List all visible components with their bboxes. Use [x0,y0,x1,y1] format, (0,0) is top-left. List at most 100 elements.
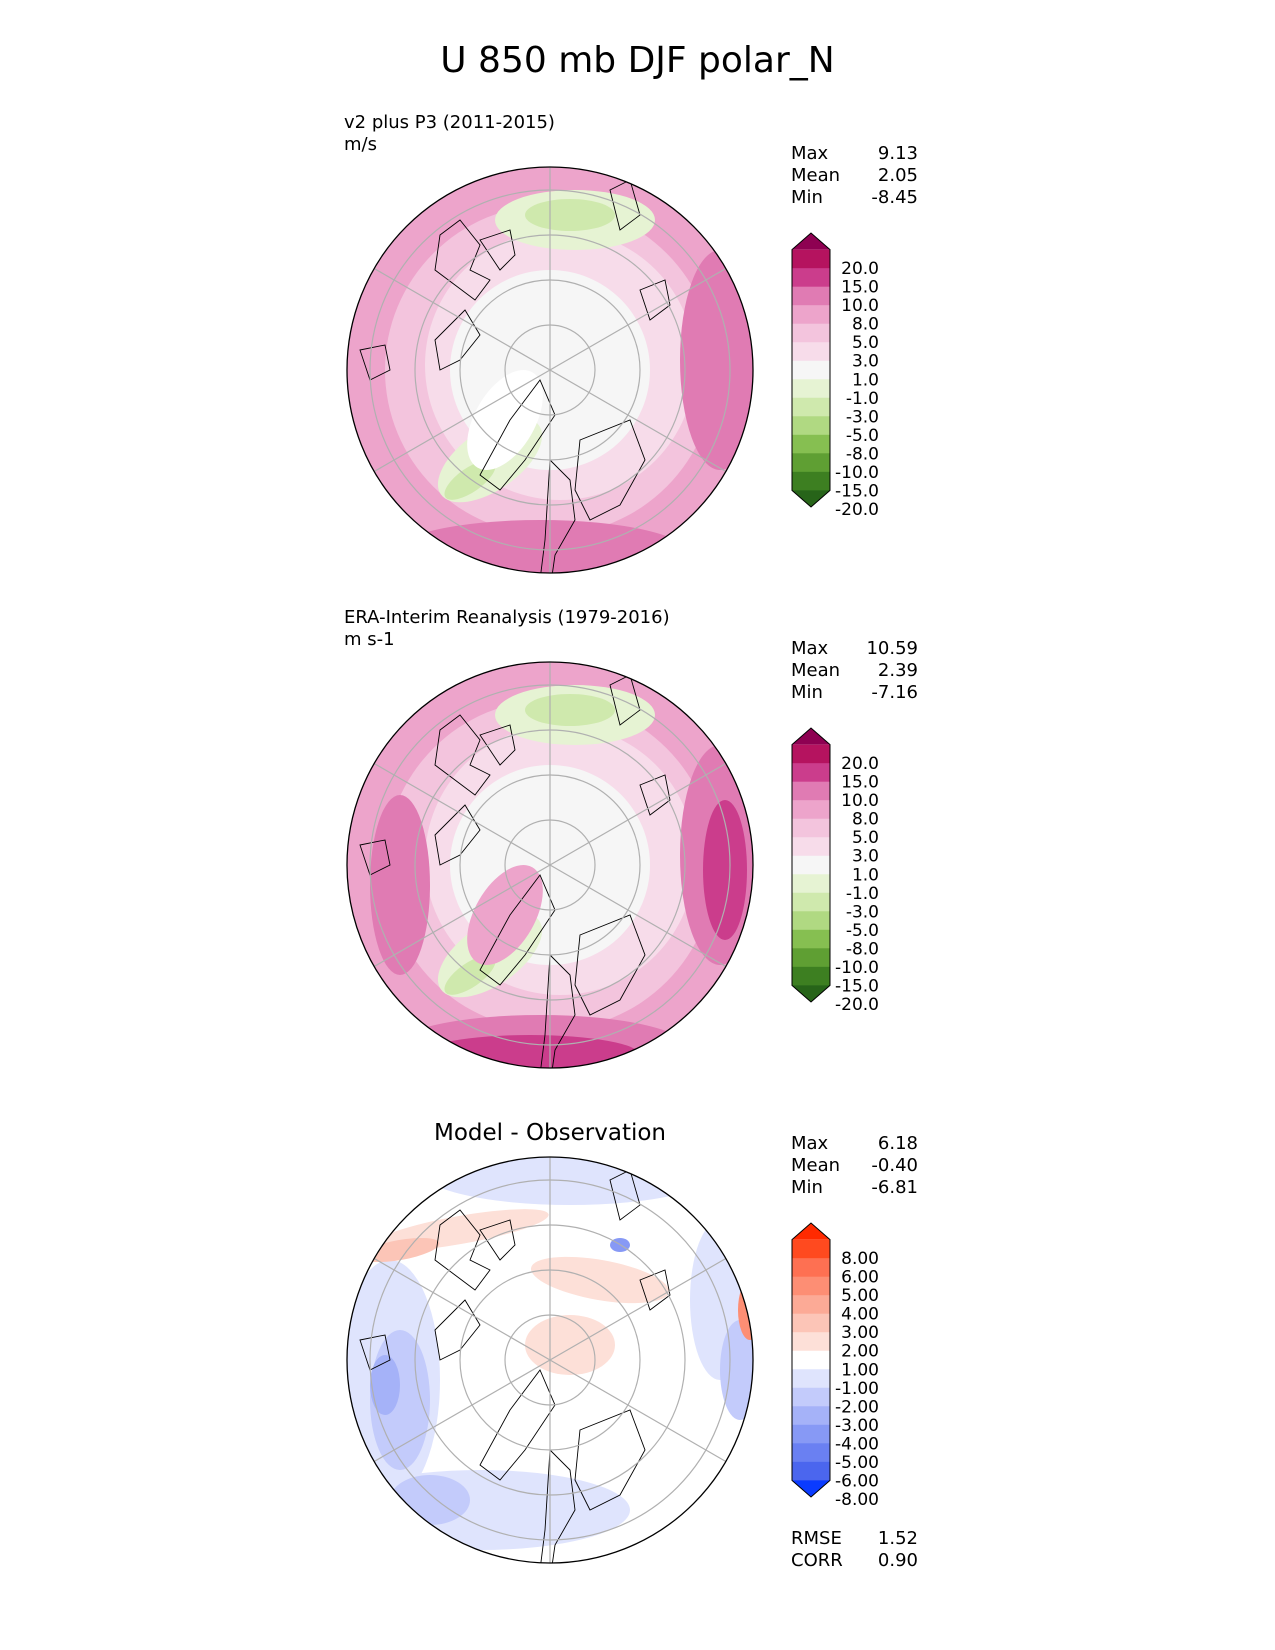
colorbar-outline [791,727,831,1003]
colorbar-segment [792,416,830,436]
polar-map-model [346,166,754,574]
coastline [609,1169,641,1221]
colorbar-tick-label: 3.00 [841,1323,879,1343]
colorbar-segment [792,249,830,269]
colorbar-tick-label: -1.0 [846,389,879,409]
colorbar-outline [791,1222,831,1498]
colorbar-segment [792,800,830,820]
stat-label: Max [791,638,829,659]
polar-map-difference [346,1156,754,1564]
map-field [347,662,753,1068]
stat-value: 9.13 [877,143,918,164]
coastline [609,179,641,231]
easterly-region [525,199,615,231]
colorbar-segment [792,1313,830,1333]
meridian-line [373,762,551,866]
stat-label: CORR [791,1550,843,1571]
meridian-line [549,762,727,866]
panel-2-dataset: ERA-Interim Reanalysis (1979-2016) [344,607,670,628]
colorbar-segment [792,1350,830,1370]
colorbar-tick-label: 6.00 [841,1268,879,1288]
stat-value: -7.16 [871,682,918,703]
colorbar-tick-label: 10.0 [841,296,879,316]
stat-value: 2.39 [877,660,918,681]
colorbar-segment [792,874,830,894]
colorbar-tick-label: -2.00 [835,1397,879,1417]
stat-value: 10.59 [866,638,918,659]
colorbar-tick-label: -3.0 [846,407,879,427]
colorbar-segment [792,1369,830,1389]
coastline [434,714,491,796]
colorbar-segment [792,763,830,783]
colorbar-segment [792,818,830,838]
colorbar-tick-label: 8.0 [852,315,879,335]
easterly-region [525,694,615,726]
stat-value: 2.05 [877,165,918,186]
colorbar-tick-label: -5.0 [846,921,879,941]
panel-3-stats: Max 6.18 Mean -0.40 Min -6.81 [791,1133,918,1199]
coastline [639,279,671,321]
coastline [434,804,481,866]
meridian-line [373,369,551,473]
meridian-line [549,369,727,473]
negative-region [390,1475,470,1525]
jet-region [680,250,753,470]
meridian-line [373,1359,551,1463]
colorbar-segment [792,360,830,380]
colorbar-segment [792,1424,830,1444]
colorbar-segment [792,1295,830,1315]
coastline [359,839,391,876]
colorbar-tick-label: -3.00 [835,1416,879,1436]
panel-1-subtitle: v2 plus P3 (2011-2015) m/s [344,112,555,156]
colorbar-tick-label: 3.0 [852,847,879,867]
coastline [479,229,516,271]
colorbar-tick-label: 1.0 [852,865,879,885]
colorbar-tick-label: 5.0 [852,828,879,848]
coastline [434,219,491,301]
colorbar-tick-label: 15.0 [841,278,879,298]
coastline [479,1369,556,1481]
map-boundary [346,166,754,574]
panel-1-stats: Max 9.13 Mean 2.05 Min -8.45 [791,143,918,209]
colorbar-segment [792,323,830,343]
jet-core [420,1035,640,1068]
positive-region [525,1315,615,1375]
colorbar-extend-max [792,1223,830,1240]
colorbar-tick-label: -1.00 [835,1379,879,1399]
panel-2-units: m s-1 [344,629,395,650]
colorbar-tick-label: 2.00 [841,1342,879,1362]
negative-region [347,1470,630,1550]
stat-value: 0.90 [877,1550,918,1571]
stat-label: Max [791,1133,829,1154]
colorbar-tick-label: 3.0 [852,352,879,372]
panel-2-subtitle: ERA-Interim Reanalysis (1979-2016) m s-1 [344,607,670,651]
coastline [574,419,646,521]
stat-label: Min [791,682,823,703]
meridian-line [373,267,551,371]
colorbar-tick-label: 15.0 [841,773,879,793]
colorbar-tick-label: -15.0 [835,481,879,501]
colorbar-observation: 20.015.010.08.05.03.01.0-1.0-3.0-5.0-8.0… [791,727,879,1015]
colorbar-segment [792,434,830,454]
coastline [479,379,556,491]
colorbar-segment [792,1332,830,1352]
colorbar-tick-label: 5.00 [841,1286,879,1306]
stat-value: 1.52 [877,1528,918,1549]
colorbar-tick-label: -4.00 [835,1434,879,1454]
colorbar-tick-label: 8.00 [841,1249,879,1269]
colorbar-extend-max [792,233,830,250]
colorbar-segment [792,379,830,399]
map-boundary [346,1156,754,1564]
coastline [639,1269,671,1311]
stat-label: Min [791,1177,823,1198]
colorbar-segment [792,1239,830,1259]
colorbar-segment [792,929,830,949]
stat-value: -8.45 [871,187,918,208]
colorbar-tick-label: 5.0 [852,333,879,353]
colorbar-segment [792,1387,830,1407]
colorbar-tick-label: -3.0 [846,902,879,922]
negative-region [420,1157,720,1205]
coastline [639,774,671,816]
colorbar-segment [792,892,830,912]
colorbar-segment [792,966,830,986]
